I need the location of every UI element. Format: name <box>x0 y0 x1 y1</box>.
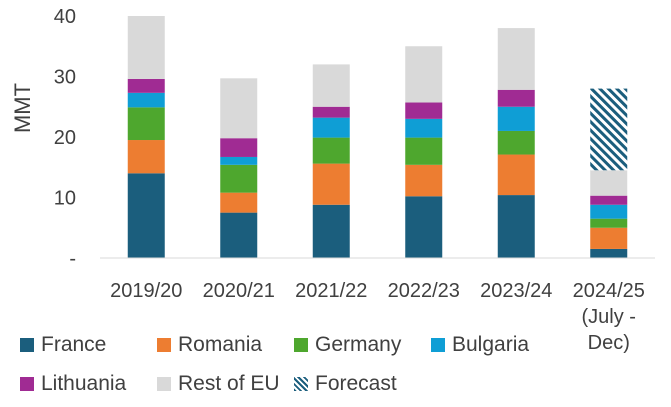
bar-segment-germany <box>127 107 165 141</box>
bar-segment-romania <box>405 164 443 197</box>
bar-segment-france <box>590 248 628 258</box>
bar-segment-lithuania <box>405 102 443 119</box>
bar-segment-rest-of-eu <box>590 170 628 196</box>
bar-segment-lithuania <box>127 78 165 93</box>
bar-segment-france <box>312 204 350 258</box>
plot-area <box>127 16 628 258</box>
bar-segment-lithuania <box>220 138 258 157</box>
bar-segment-romania <box>590 227 628 249</box>
bar-segment-germany <box>405 137 443 165</box>
bar-segment-bulgaria <box>127 92 165 108</box>
y-tick-label: 30 <box>54 67 76 89</box>
bar-segment-france <box>497 195 535 258</box>
bar-segment-lithuania <box>590 195 628 205</box>
bar-segment-romania <box>220 192 258 213</box>
bar-segment-germany <box>497 130 535 155</box>
bar-segment-rest-of-eu <box>312 64 350 107</box>
x-tick-label: 2019/20 <box>110 280 182 302</box>
x-axis: 2019/20 2020/21 2021/22 2022/23 2023/24 2024/… <box>100 257 655 354</box>
y-tick-label: 20 <box>54 127 76 149</box>
y-tick-label: 40 <box>54 6 76 28</box>
bar-segment-rest-of-eu <box>497 28 535 90</box>
x-tick-label: 2021/22 <box>295 280 367 302</box>
bar-segment-france <box>220 212 258 258</box>
bar-segment-bulgaria <box>220 156 258 165</box>
bar-segment-rest-of-eu <box>220 78 258 139</box>
bar-segment-france <box>405 196 443 258</box>
bar-segment-germany <box>312 137 350 164</box>
bar-segment-lithuania <box>312 106 350 118</box>
bar-segment-germany <box>590 218 628 228</box>
x-tick-label: (July - <box>582 306 636 328</box>
bar-segment-rest-of-eu <box>405 46 443 103</box>
bar-segment-lithuania <box>497 89 535 107</box>
bar-segment-germany <box>220 164 258 193</box>
y-tick-label: - <box>69 248 76 270</box>
bar-segment-romania <box>312 163 350 205</box>
bar-segment-bulgaria <box>312 117 350 138</box>
x-tick-label: Dec) <box>588 332 630 354</box>
bar-segment-france <box>127 173 165 258</box>
bar-segment-bulgaria <box>497 106 535 131</box>
x-tick-label: 2024/25 <box>573 280 645 302</box>
y-axis: - 10 20 30 40 <box>54 6 76 270</box>
bar-segment-romania <box>497 154 535 196</box>
bar-segment-romania <box>127 140 165 174</box>
x-tick-label: 2023/24 <box>480 280 552 302</box>
bar-segment-bulgaria <box>590 204 628 219</box>
bar-segment-forecast <box>590 88 628 171</box>
x-tick-label: 2020/21 <box>203 280 275 302</box>
y-tick-label: 10 <box>54 188 76 210</box>
bar-segment-rest-of-eu <box>127 16 165 79</box>
x-tick-label: 2022/23 <box>388 280 460 302</box>
bar-segment-bulgaria <box>405 118 443 138</box>
y-axis-label: MMT <box>10 83 35 133</box>
